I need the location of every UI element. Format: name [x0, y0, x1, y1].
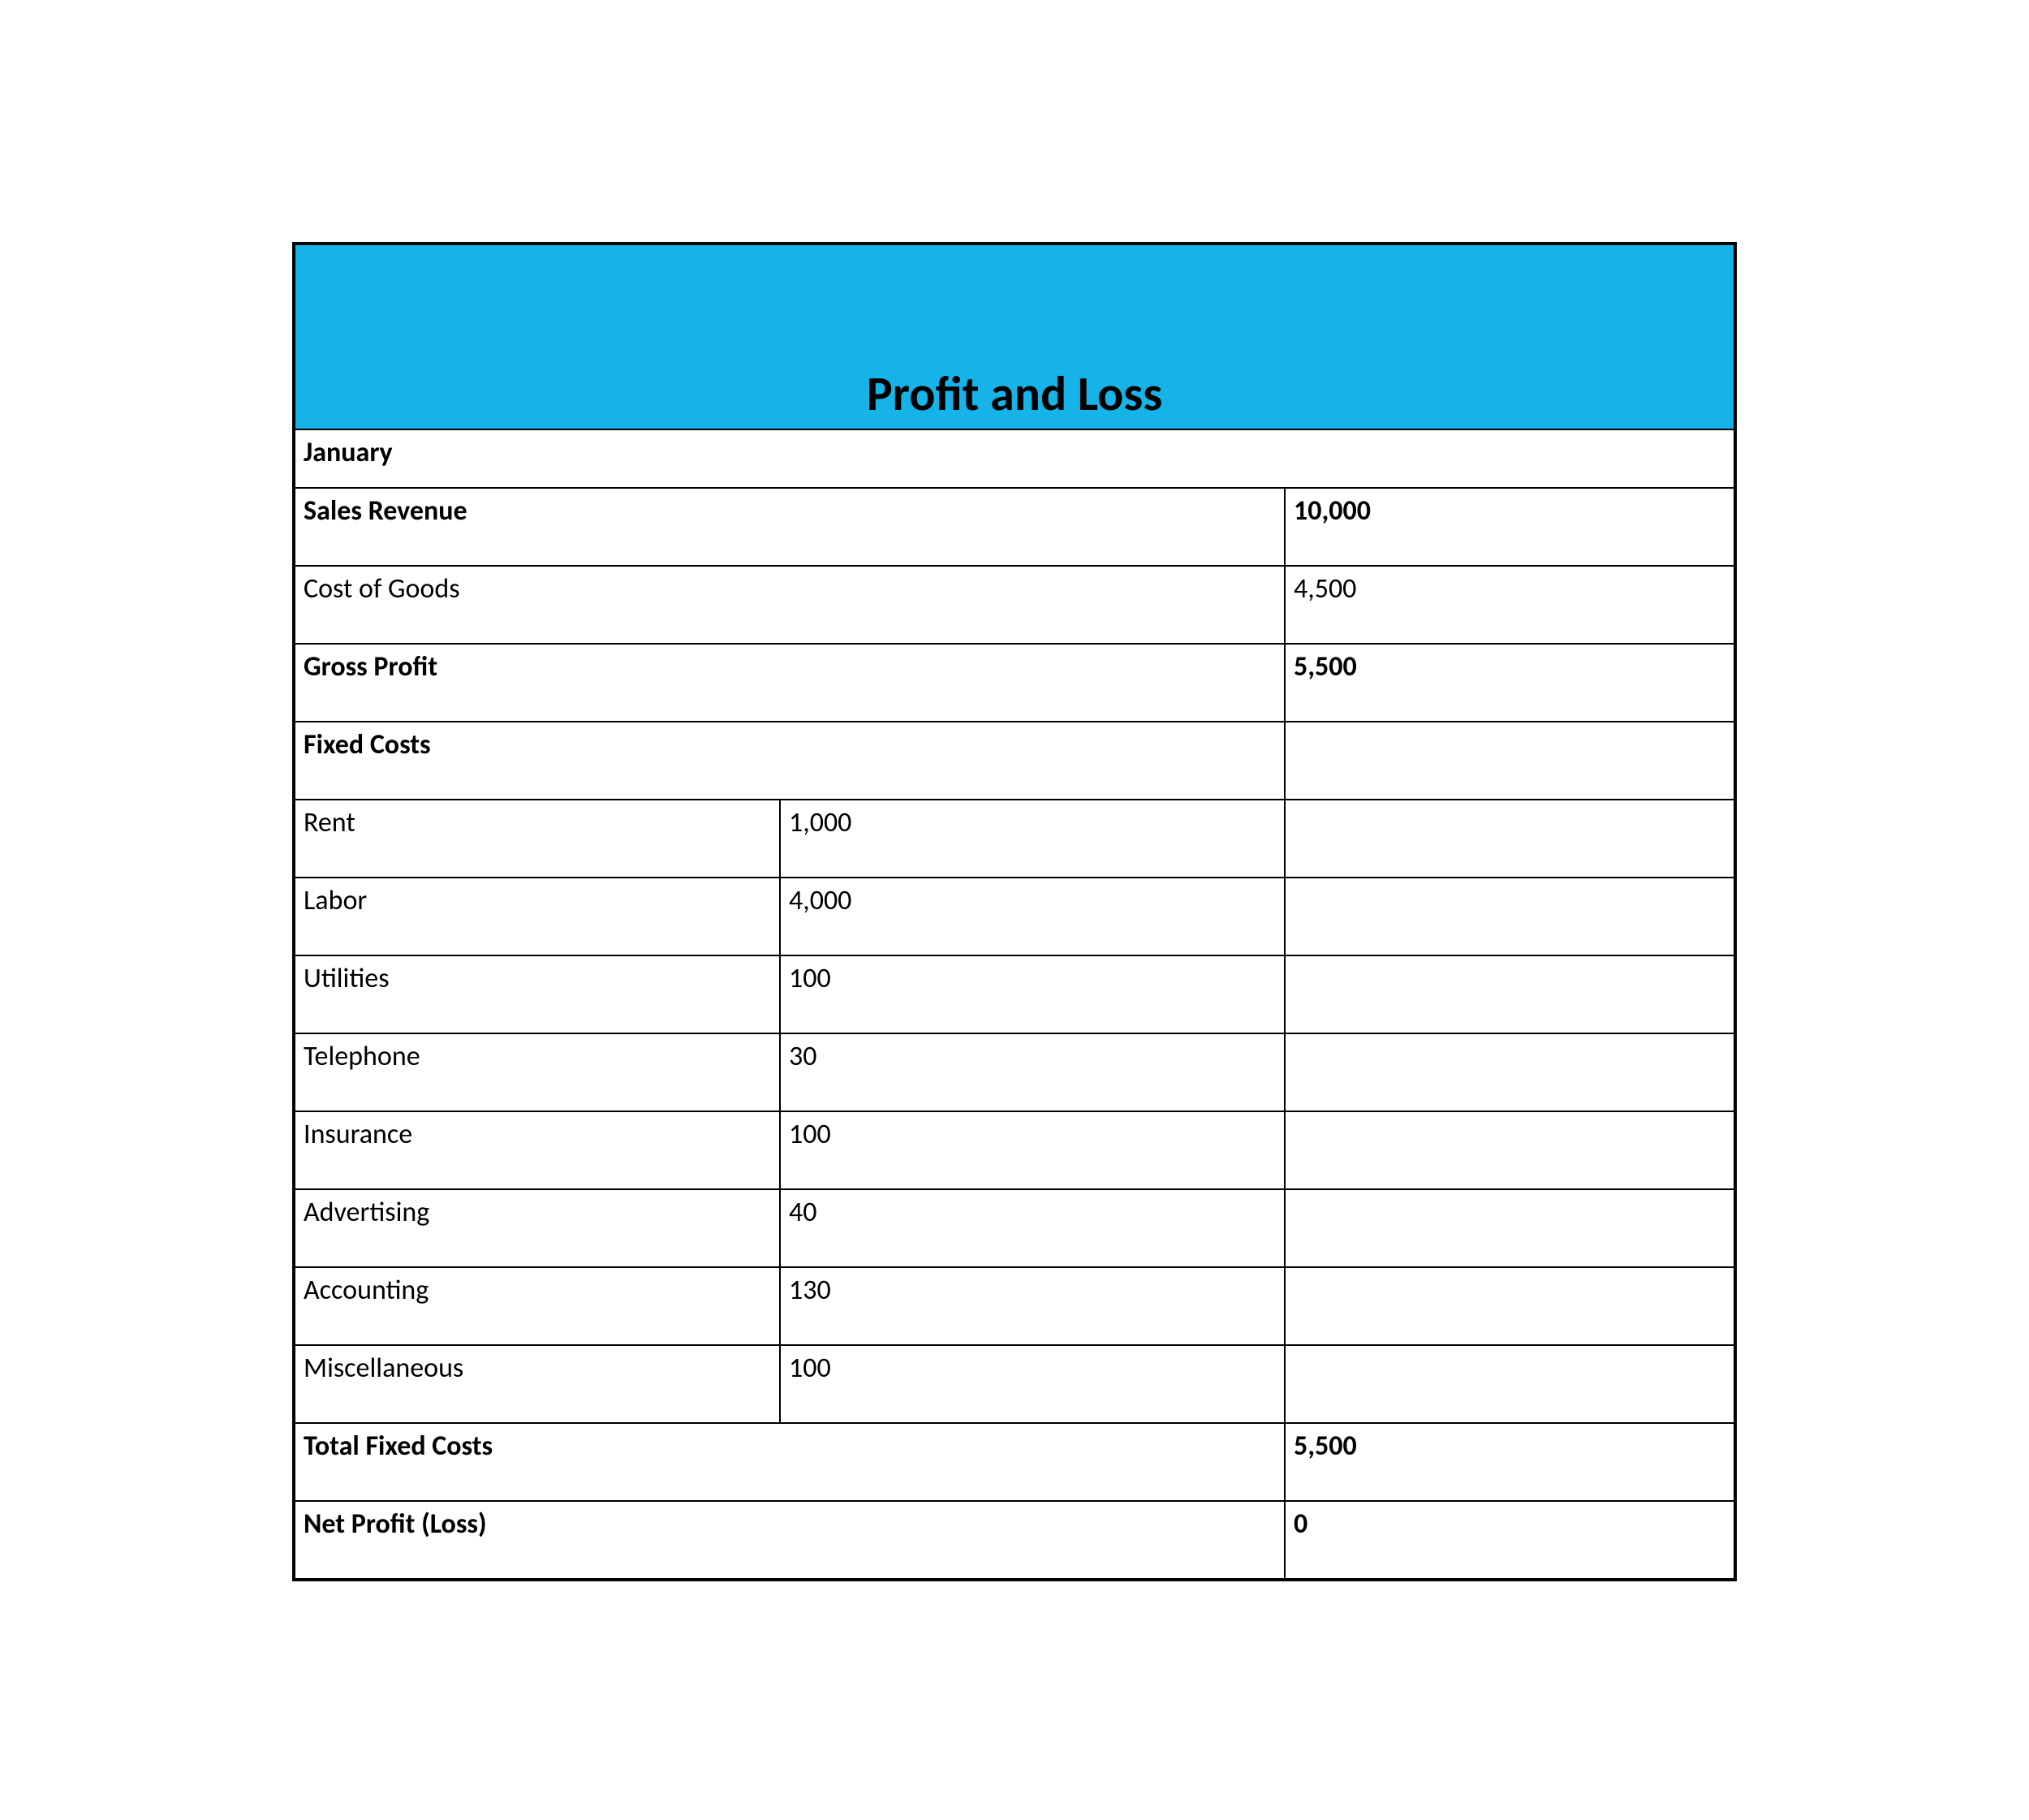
profit-loss-table: Profit and Loss January Sales Revenue10,… [292, 242, 1737, 1581]
cost-value: 130 [781, 1268, 1286, 1344]
empty-cell [1286, 1268, 1734, 1344]
summary-label: Cost of Goods [295, 567, 1286, 643]
empty-cell [1286, 956, 1734, 1033]
fixed-cost-row: Advertising40 [295, 1188, 1734, 1266]
empty-cell [1286, 1190, 1734, 1266]
summary-label: Gross Profit [295, 645, 1286, 721]
cost-label: Insurance [295, 1112, 781, 1188]
totals-value: 0 [1286, 1502, 1734, 1578]
fixed-cost-row: Rent1,000 [295, 799, 1734, 877]
cost-value: 100 [781, 1112, 1286, 1188]
cost-label: Telephone [295, 1034, 781, 1111]
cost-value: 4,000 [781, 878, 1286, 955]
cost-label: Advertising [295, 1190, 781, 1266]
fixed-cost-row: Accounting130 [295, 1266, 1734, 1344]
cost-label: Labor [295, 878, 781, 955]
cost-value: 30 [781, 1034, 1286, 1111]
summary-value: 5,500 [1286, 645, 1734, 721]
cost-label: Miscellaneous [295, 1346, 781, 1422]
cost-label: Rent [295, 800, 781, 877]
totals-label: Net Profit (Loss) [295, 1502, 1286, 1578]
empty-cell [1286, 1346, 1734, 1422]
fixed-cost-row: Insurance100 [295, 1111, 1734, 1188]
cost-label: Utilities [295, 956, 781, 1033]
totals-row: Net Profit (Loss)0 [295, 1500, 1734, 1578]
summary-row: Gross Profit5,500 [295, 643, 1734, 721]
summary-row: Cost of Goods4,500 [295, 565, 1734, 643]
summary-label: Sales Revenue [295, 489, 1286, 565]
title-row: Profit and Loss [295, 245, 1734, 429]
fixed-costs-header: Fixed Costs [295, 722, 1286, 799]
month-label: January [295, 430, 1734, 487]
totals-value: 5,500 [1286, 1424, 1734, 1500]
totals-label: Total Fixed Costs [295, 1424, 1286, 1500]
month-row: January [295, 429, 1734, 487]
empty-cell [1286, 1112, 1734, 1188]
empty-cell [1286, 1034, 1734, 1111]
cost-label: Accounting [295, 1268, 781, 1344]
summary-row: Sales Revenue10,000 [295, 487, 1734, 565]
summary-value: 4,500 [1286, 567, 1734, 643]
cost-value: 100 [781, 956, 1286, 1033]
cost-value: 100 [781, 1346, 1286, 1422]
cost-value: 40 [781, 1190, 1286, 1266]
fixed-cost-row: Telephone30 [295, 1033, 1734, 1111]
empty-cell [1286, 800, 1734, 877]
cost-value: 1,000 [781, 800, 1286, 877]
fixed-cost-row: Utilities100 [295, 955, 1734, 1033]
fixed-cost-row: Labor4,000 [295, 877, 1734, 955]
empty-cell [1286, 878, 1734, 955]
totals-row: Total Fixed Costs5,500 [295, 1422, 1734, 1500]
summary-value: 10,000 [1286, 489, 1734, 565]
table-title: Profit and Loss [867, 364, 1163, 424]
empty-cell [1286, 722, 1734, 799]
fixed-cost-row: Miscellaneous100 [295, 1344, 1734, 1422]
fixed-costs-header-row: Fixed Costs [295, 721, 1734, 799]
